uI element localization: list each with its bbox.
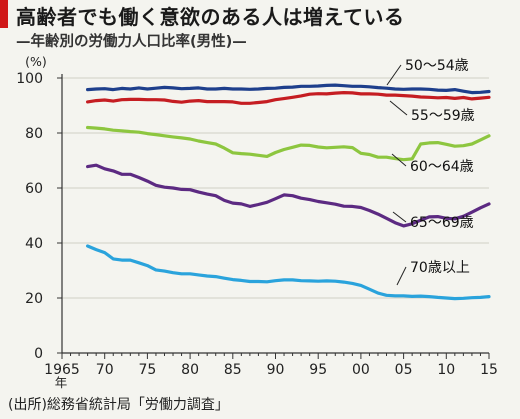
series-line-s70plus: [85, 244, 491, 301]
y-tick-label: 100: [16, 71, 43, 87]
series-label-s70plus: 70歳以上: [410, 260, 470, 276]
x-tick-label: 75: [138, 362, 156, 378]
x-tick-label: 70: [96, 362, 114, 378]
y-tick-label: 20: [25, 291, 43, 307]
series-lines: [85, 83, 491, 301]
x-tick-label: 15: [480, 362, 498, 378]
x-tick-label: 95: [309, 362, 327, 378]
leader-line-s60_64: [391, 153, 407, 167]
leader-line-s50_54: [386, 64, 402, 86]
x-tick-label: 90: [267, 362, 285, 378]
y-tick-label: 60: [25, 181, 43, 197]
series-line-s55_59: [85, 90, 491, 105]
series-line-s50_54: [85, 83, 491, 95]
leader-line-s70plus: [396, 266, 407, 286]
y-tick-label: 40: [25, 236, 43, 252]
x-tick-label: 05: [395, 362, 413, 378]
x-tick-label: 85: [224, 362, 242, 378]
x-tick-label: 10: [437, 362, 455, 378]
x-tick-label: 1965: [44, 362, 80, 378]
y-tick-label: 80: [25, 126, 43, 142]
chart-subtitle: —年齢別の労働力人口比率(男性)—: [16, 34, 247, 50]
series-labels: 50〜54歳 55〜59歳 60〜64歳 65〜69歳 70歳以上: [386, 58, 475, 286]
leader-line-s65_69: [392, 211, 407, 223]
series-label-s50_54: 50〜54歳: [405, 58, 469, 74]
chart-title: 高齢者でも働く意欲のある人は増えている: [16, 5, 405, 29]
series-line-s65_69: [85, 163, 491, 228]
axes: 0 20 40 60 80 100 (%) 1965 70 75 80 85 90 95 00 05 10 15 年: [16, 54, 498, 390]
leader-line-s55_59: [389, 100, 408, 116]
source-note: (出所)総務省統計局「労働力調査」: [8, 397, 229, 413]
x-tick-label: 00: [352, 362, 370, 378]
title-accent-bar: [0, 0, 8, 28]
y-tick-label: 0: [34, 346, 43, 362]
grid-lines: [62, 77, 489, 299]
series-line-s60_64: [85, 125, 491, 162]
series-label-s65_69: 65〜69歳: [410, 215, 474, 231]
x-axis-unit: 年: [55, 375, 68, 390]
y-axis-unit: (%): [25, 54, 47, 69]
x-tick-label: 80: [181, 362, 199, 378]
series-label-s60_64: 60〜64歳: [410, 159, 474, 175]
series-label-s55_59: 55〜59歳: [411, 108, 475, 124]
